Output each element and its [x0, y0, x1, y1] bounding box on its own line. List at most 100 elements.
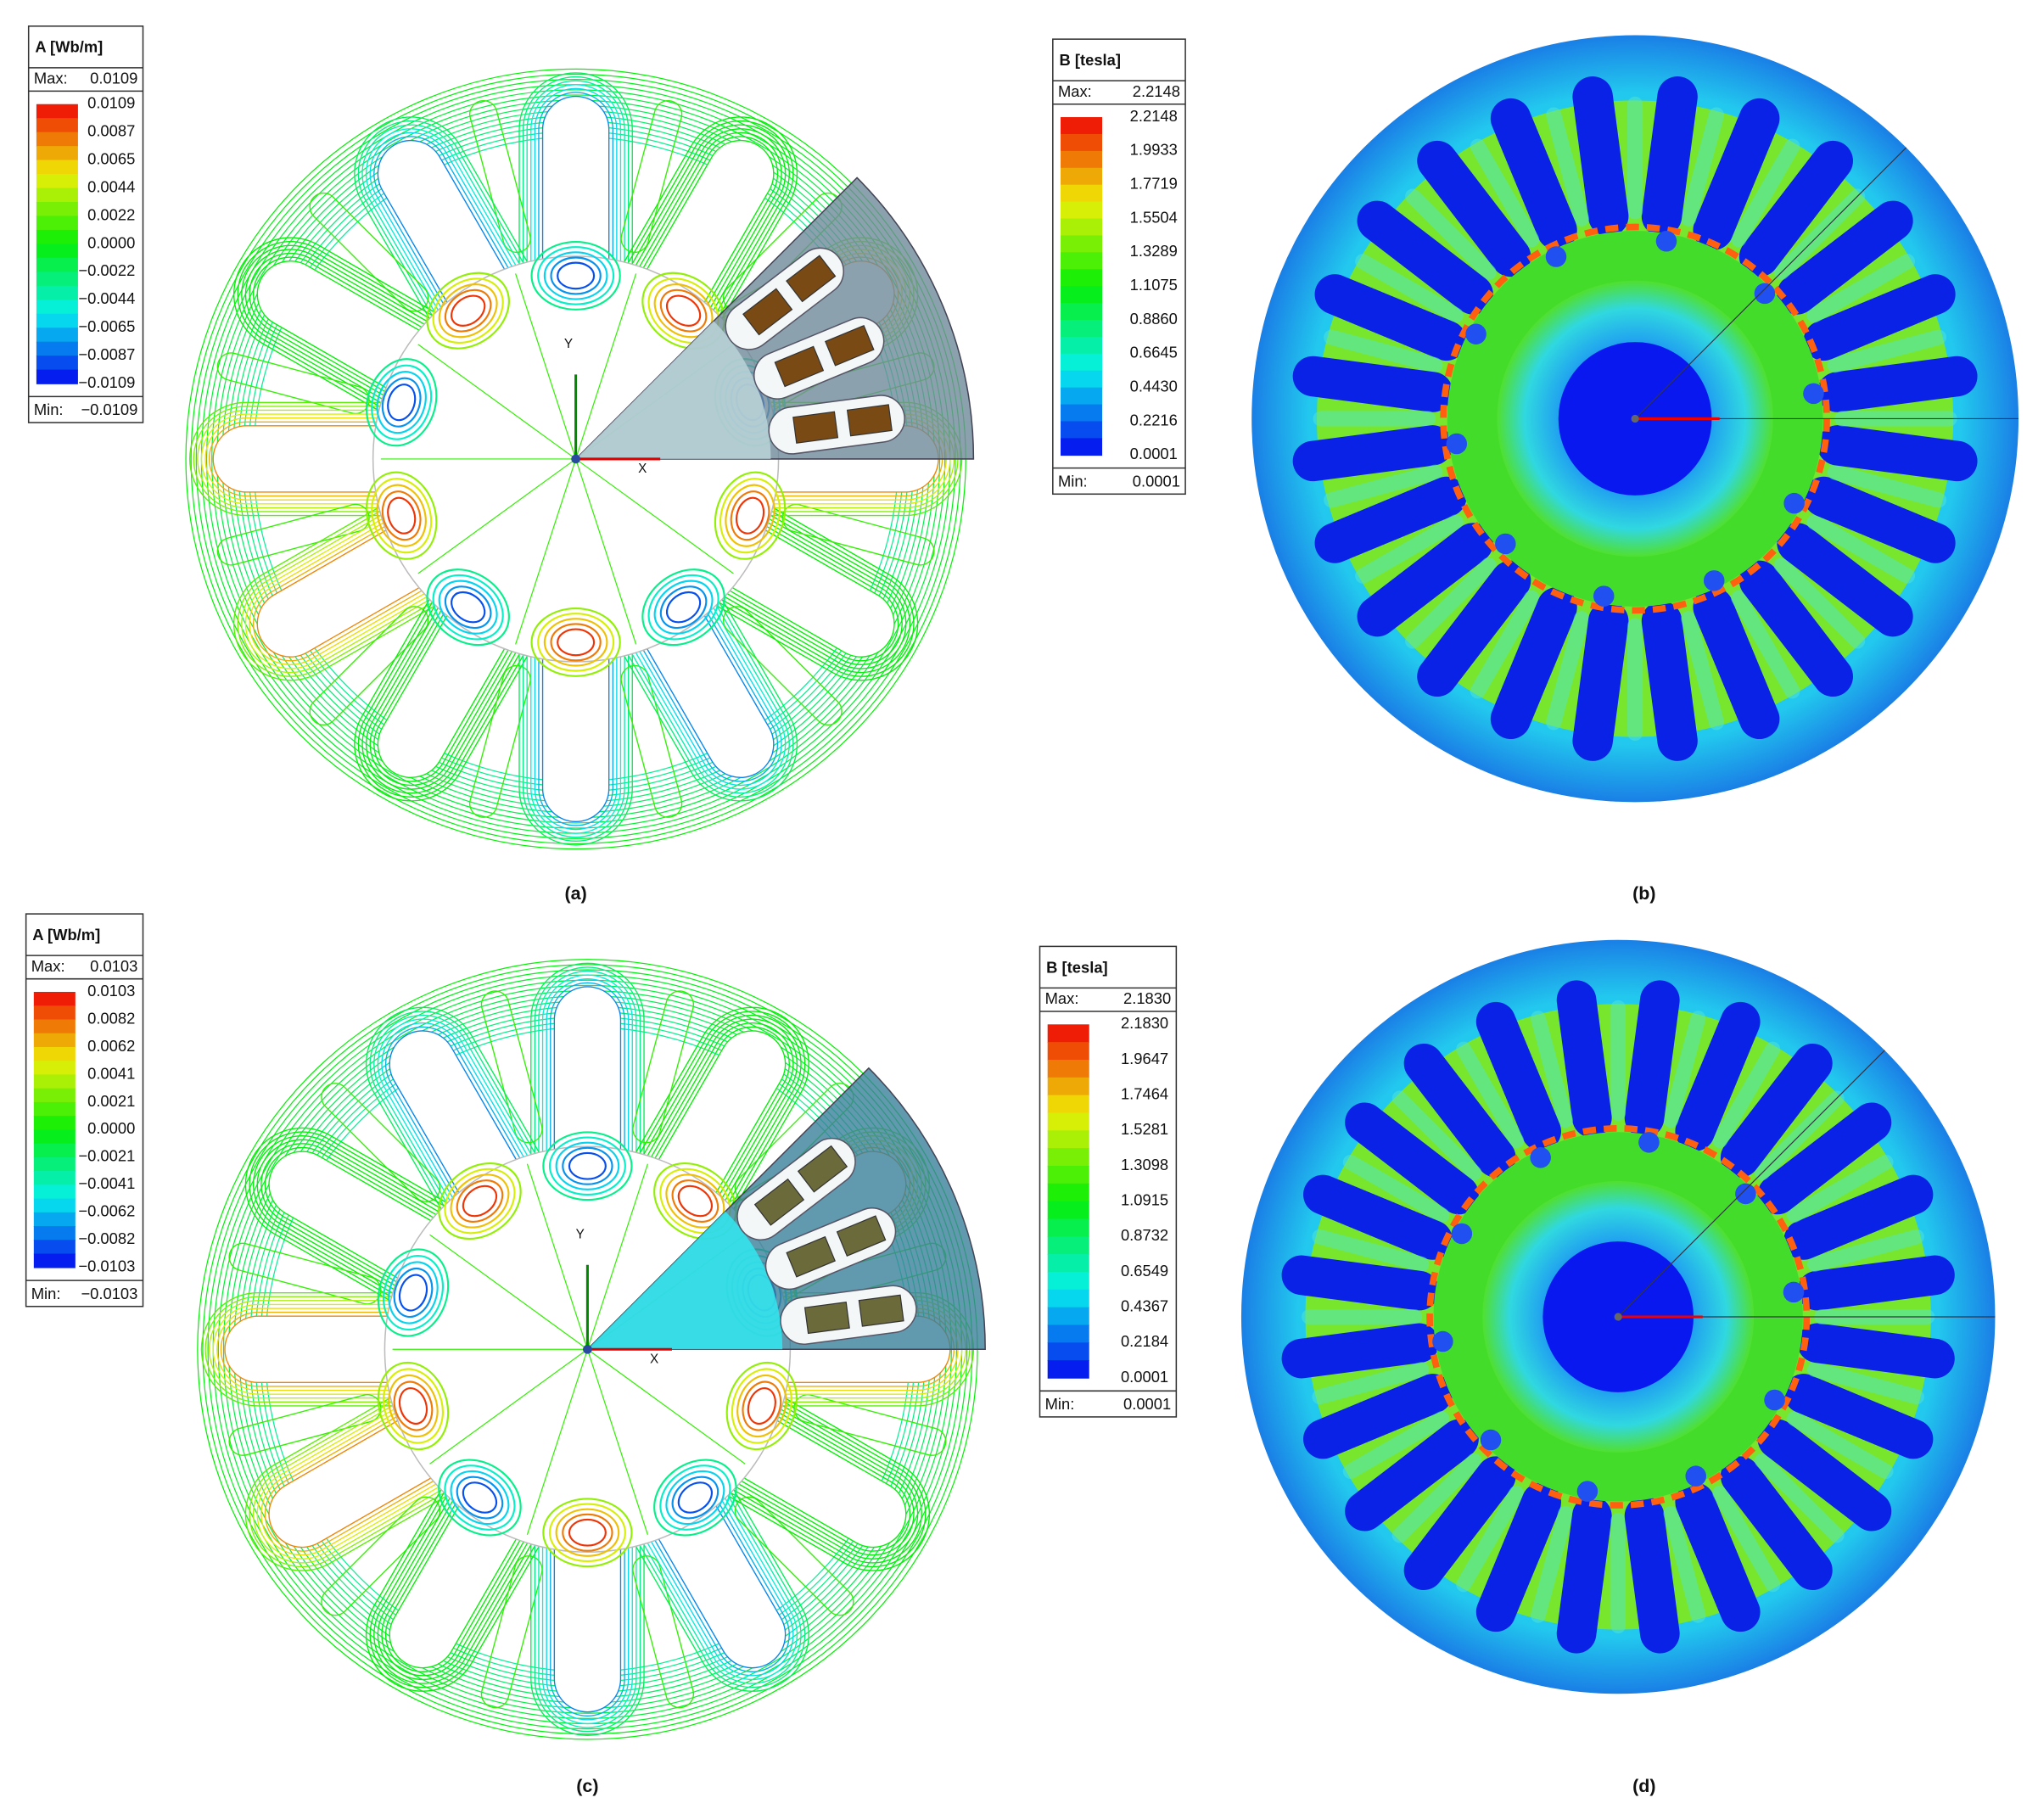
colorbar-label: 2.2148: [1130, 107, 1178, 125]
colorbar-label: −0.0065: [78, 317, 135, 335]
tooth-shade: [1787, 1411, 1894, 1480]
colorbar-band: [1061, 438, 1103, 456]
colorbar-label: 0.0001: [1130, 445, 1178, 462]
pole-contour: [371, 364, 433, 440]
pole-contour: [398, 1387, 428, 1425]
pole-contour: [426, 272, 510, 350]
pole-spot: [1803, 383, 1824, 405]
rotor-line: [586, 1163, 649, 1350]
slot: [1314, 476, 1467, 563]
tooth-shade: [1324, 464, 1443, 508]
field-plot: [1251, 35, 2019, 803]
pole-spot: [1576, 1481, 1598, 1502]
pole-contour: [647, 574, 719, 641]
pole-spot: [1446, 433, 1468, 455]
tooth-shade: [1312, 1229, 1430, 1272]
pole-contour: [537, 613, 615, 672]
pole-contour: [365, 358, 438, 447]
pole-contour: [562, 1513, 613, 1552]
colorbar-band: [36, 356, 78, 371]
pole-contour: [542, 1131, 633, 1201]
tooth-shade: [1806, 514, 1916, 584]
pole-contour: [659, 1464, 731, 1531]
rotor-line: [526, 1349, 588, 1536]
pole-contour: [543, 251, 608, 300]
pole-contour: [383, 1368, 444, 1444]
colorbar-band: [36, 174, 78, 189]
rotor-line: [515, 458, 577, 645]
legend-max-value: 0.0109: [90, 69, 137, 87]
legend-title: B [tesla]: [1059, 51, 1121, 69]
slot: [1641, 601, 1698, 761]
tooth-shade: [1546, 611, 1589, 731]
pole-contour: [731, 1368, 792, 1444]
tooth-contour: [632, 990, 695, 1144]
pole-contour: [562, 1146, 613, 1185]
colorbar-label: 1.7719: [1130, 175, 1178, 193]
colorbar-label: 0.0087: [87, 122, 135, 140]
panel-caption: (b): [1632, 883, 1655, 904]
tooth-shade: [1610, 1512, 1626, 1634]
pole-contour: [432, 574, 504, 641]
rotor-line: [587, 1348, 746, 1464]
pole-contour: [393, 1267, 434, 1319]
tooth-shade: [1712, 1485, 1781, 1593]
tooth-shade: [1712, 1041, 1781, 1149]
slot: [1803, 476, 1956, 563]
slot: [1783, 1374, 1934, 1459]
colorbar-band: [36, 257, 78, 273]
tooth-shade: [1313, 411, 1436, 427]
pole-contour: [548, 1503, 626, 1563]
colorbar-band: [1061, 167, 1103, 186]
tooth-contour: [321, 1083, 441, 1202]
pole-contour: [659, 585, 708, 630]
slot: [1777, 200, 1913, 315]
colorbar-label: 0.0022: [87, 205, 135, 223]
pole-contour: [730, 490, 770, 541]
pole-contour: [543, 618, 608, 667]
slot: [1693, 98, 1780, 250]
pole-spot: [1703, 570, 1725, 591]
colorbar-label: 0.2216: [1130, 411, 1178, 428]
colorbar-band: [36, 118, 78, 133]
slot: [1490, 98, 1577, 250]
colorbar-band: [36, 272, 78, 287]
pole-spot: [1764, 1389, 1785, 1411]
colorbar-label: −0.0109: [78, 373, 135, 391]
colorbar-band: [33, 1226, 76, 1241]
slot: [1403, 1456, 1516, 1591]
coil: [786, 1235, 836, 1278]
tooth-contour: [480, 1555, 543, 1709]
rotor-line: [575, 458, 734, 574]
colorbar-label: −0.0103: [78, 1257, 135, 1275]
pole-contour: [555, 1141, 620, 1190]
pole-contour: [653, 1459, 737, 1537]
colorbar-band: [1061, 370, 1103, 389]
colorbar-band: [1047, 1218, 1089, 1238]
legend: B [tesla] Max: 2.2148 Min: 0.0001 2.2148 1.993…: [1052, 38, 1186, 496]
tooth-shade: [1787, 1154, 1894, 1223]
colorbar-label: 1.1075: [1130, 276, 1178, 294]
colorbar-band: [36, 104, 78, 119]
pole-spot: [1685, 1465, 1706, 1487]
pole-contour: [398, 1274, 428, 1312]
legend-min-value: −0.0103: [81, 1285, 137, 1302]
colorbar-band: [1061, 117, 1103, 135]
colorbar-band: [1047, 1307, 1089, 1326]
legend-title: A [Wb/m]: [32, 926, 100, 944]
colorbar-band: [33, 1033, 76, 1048]
colorbar-band: [1061, 320, 1103, 338]
pole-spot: [1432, 1330, 1453, 1352]
pole-contour: [381, 490, 422, 541]
slot: [1303, 1174, 1453, 1260]
legend-min-value: −0.0109: [81, 400, 137, 418]
colorbar-label: 0.0001: [1121, 1368, 1168, 1386]
colorbar-band: [1047, 1236, 1089, 1255]
colorbar-band: [36, 229, 78, 245]
tooth-contour: [620, 664, 683, 818]
slot: [1556, 1496, 1612, 1654]
pole-contour: [725, 1361, 798, 1451]
colorbar-label: 0.6645: [1130, 344, 1178, 361]
legend-title: A [Wb/m]: [35, 38, 103, 56]
pole-contour: [671, 1179, 719, 1223]
